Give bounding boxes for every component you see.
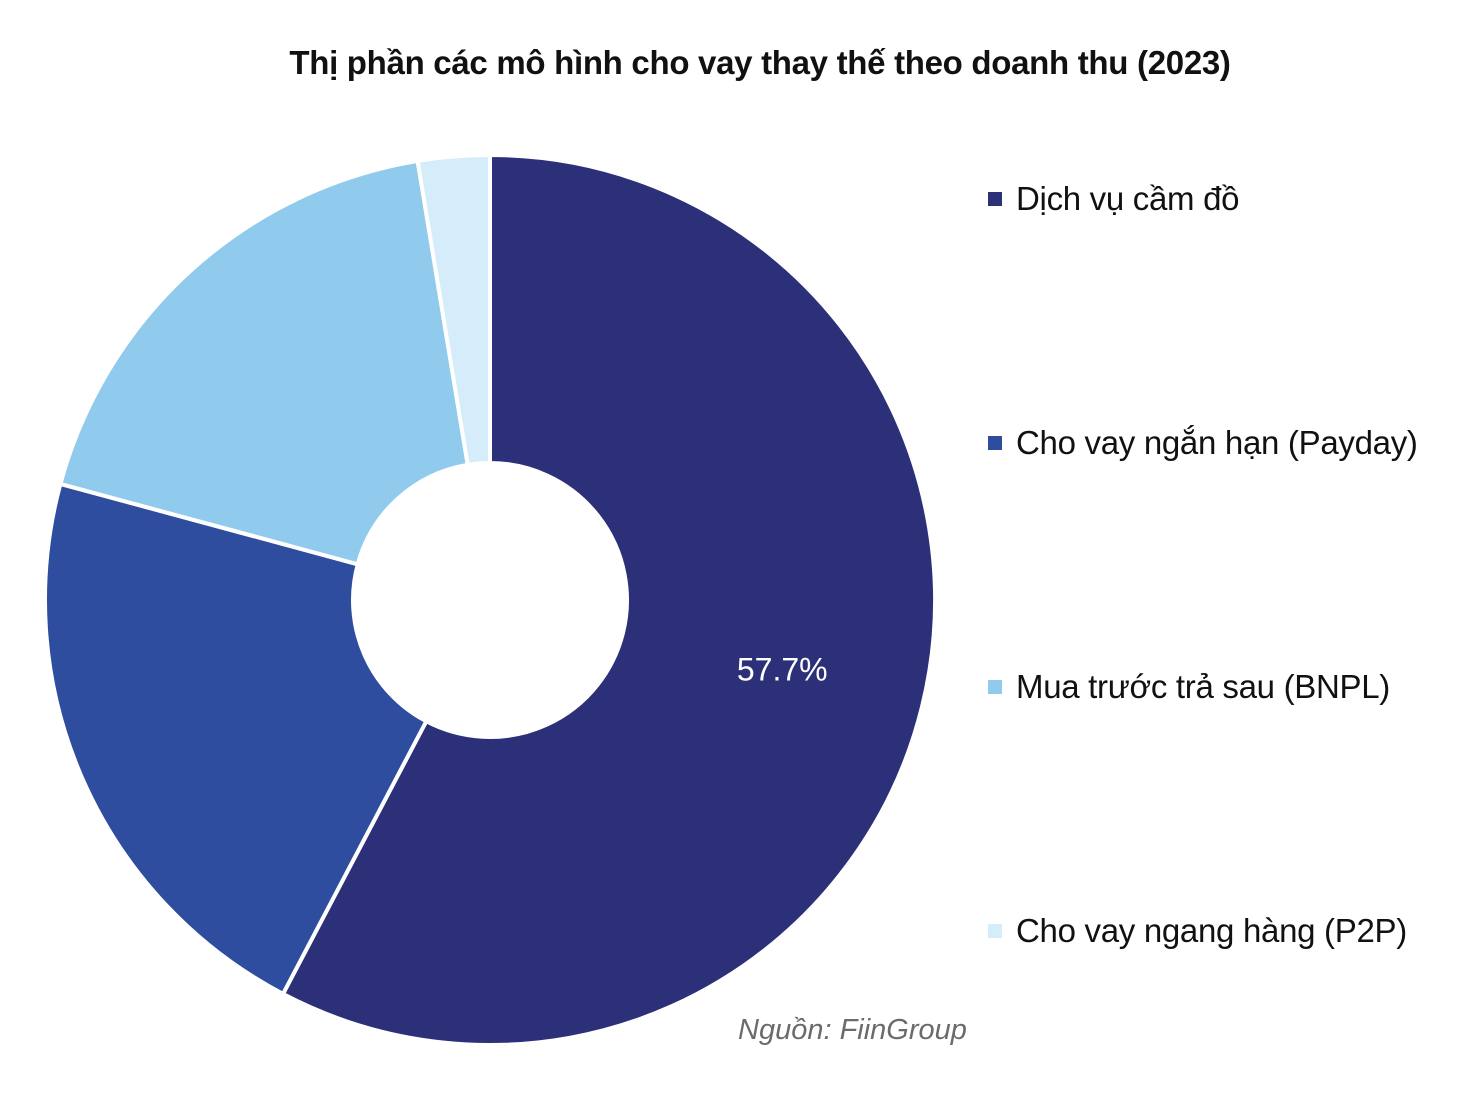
donut-slices xyxy=(43,152,937,1047)
legend-item-pawn: Dịch vụ cầm đồ xyxy=(988,180,1240,218)
donut-data-labels: 57.7% xyxy=(737,652,828,688)
legend-swatch xyxy=(988,436,1002,450)
donut-slice-2 xyxy=(43,481,429,997)
data-label-1: 57.7% xyxy=(737,652,828,688)
donut-slice-3 xyxy=(57,158,471,567)
legend-swatch xyxy=(988,924,1002,938)
legend-item-p2p: Cho vay ngang hàng (P2P) xyxy=(988,912,1407,950)
donut-slice-1 xyxy=(280,152,937,1047)
legend-swatch xyxy=(988,680,1002,694)
legend-label: Cho vay ngang hàng (P2P) xyxy=(1016,912,1407,949)
legend-item-bnpl: Mua trước trả sau (BNPL) xyxy=(988,668,1390,706)
source-note: Nguồn: FiinGroup xyxy=(738,1014,967,1046)
legend-label: Mua trước trả sau (BNPL) xyxy=(1016,668,1390,705)
legend-label: Cho vay ngắn hạn (Payday) xyxy=(1016,424,1418,461)
legend-item-payday: Cho vay ngắn hạn (Payday) xyxy=(988,424,1418,462)
legend-swatch xyxy=(988,192,1002,206)
legend-label: Dịch vụ cầm đồ xyxy=(1016,180,1240,217)
donut-slice-4 xyxy=(415,152,492,468)
chart-title: Thị phần các mô hình cho vay thay thế th… xyxy=(289,44,1231,81)
